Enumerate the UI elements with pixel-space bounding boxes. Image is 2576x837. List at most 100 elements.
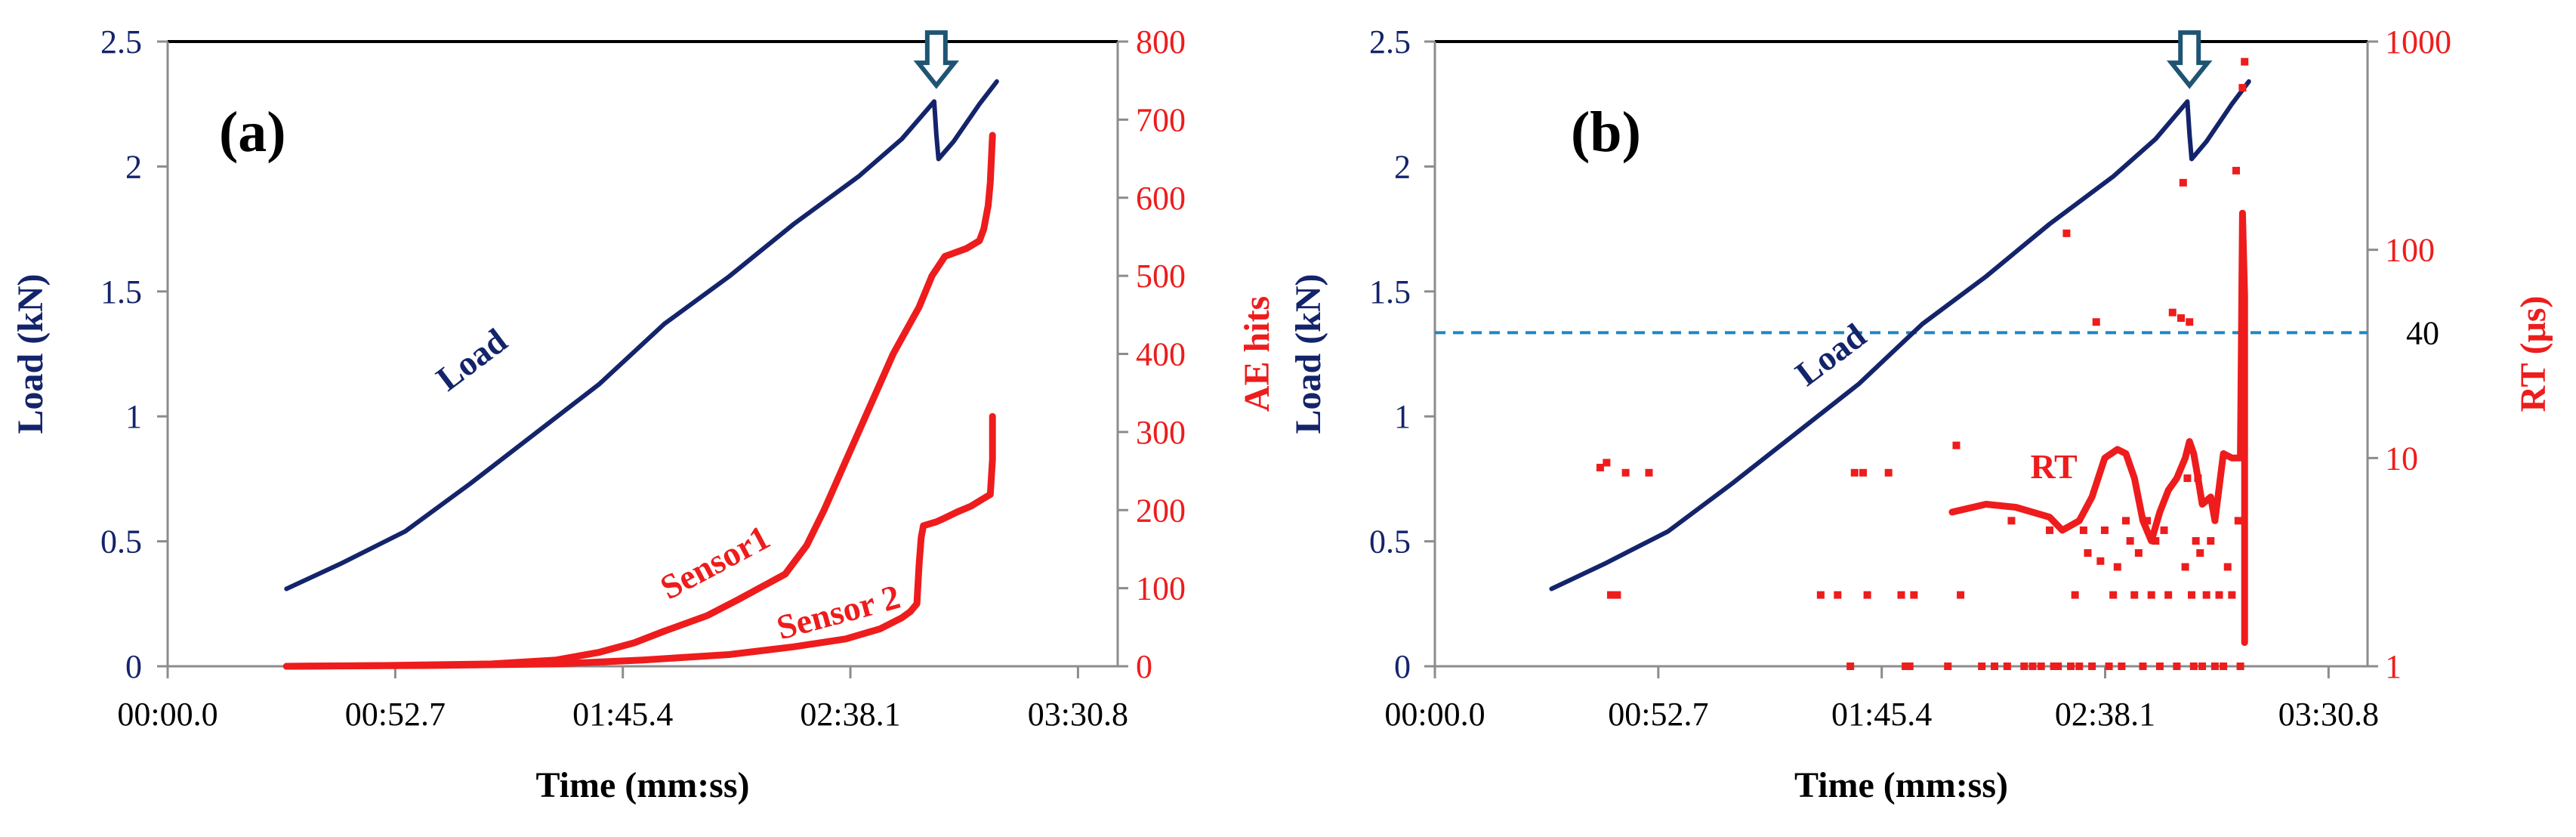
panel-b-series-rt-hits-point bbox=[1846, 662, 1855, 670]
panel-a-x-axis-title: Time (mm:ss) bbox=[535, 765, 749, 805]
panel-b-y-tick-label: 2 bbox=[1394, 148, 1411, 185]
panel-a-y2-tick-label: 200 bbox=[1136, 492, 1186, 529]
panel-b-x-tick-label: 00:00.0 bbox=[1384, 696, 1485, 733]
panel-b-series-rt-hits-point bbox=[2075, 662, 2084, 670]
panel-b-series-rt-hits-point bbox=[2196, 549, 2204, 557]
panel-b-series-rt-hits-point bbox=[2037, 662, 2045, 670]
panel-b-series-rt-hits-point bbox=[2241, 57, 2249, 66]
panel-b-series-load-line bbox=[1549, 79, 2251, 591]
panel-a-y-tick-label: 1 bbox=[125, 398, 142, 435]
panel-a-y2-tick-label: 100 bbox=[1136, 570, 1186, 607]
panel-b-y2-tick-label: 1000 bbox=[2385, 23, 2451, 60]
panel-b-series-rt-hits-point bbox=[2045, 526, 2053, 534]
panel-a-y-tick-label: 0.5 bbox=[100, 524, 142, 561]
panel-b-y-tick-label: 0 bbox=[1394, 648, 1411, 685]
panel-b-series-rt-hits-point bbox=[2189, 662, 2198, 670]
panel-b-series-rt-hits-point bbox=[2152, 537, 2160, 545]
panel-a-x-tick-label: 00:00.0 bbox=[117, 696, 217, 733]
panel-b-x-tick-label: 02:38.1 bbox=[2055, 696, 2155, 733]
panel-b-y2-tick-label: 40 bbox=[2406, 314, 2439, 351]
panel-b-y-tick-label: 1.5 bbox=[1369, 273, 1411, 310]
panel-b-series-rt-hits-point bbox=[2177, 314, 2185, 323]
panel-a-x-tick-label: 01:45.4 bbox=[572, 696, 673, 733]
panel-b-series-rt-hits-point bbox=[1645, 468, 1653, 477]
panel-b-series-rt-hits-point bbox=[1944, 662, 1952, 670]
panel-b-series-rt-label: RT bbox=[2030, 447, 2077, 486]
panel-b-series-rt-hits-point bbox=[2130, 591, 2139, 599]
panel-b-series-rt-hits-point bbox=[2181, 563, 2189, 571]
panel-b-series-rt-hits-point bbox=[2207, 537, 2215, 545]
panel-b-y-tick-label: 2.5 bbox=[1369, 23, 1411, 60]
panel-b-series-rt-hits-point bbox=[2067, 662, 2075, 670]
panel-b-series-rt-hits-point bbox=[2147, 591, 2155, 599]
panel-a-y2-tick-label: 300 bbox=[1136, 414, 1186, 451]
panel-b-series-rt-hits-point bbox=[1603, 459, 1611, 467]
panel-b-series-rt-hits-point bbox=[1613, 591, 1621, 599]
panel-b-series-rt-hits-point bbox=[2186, 318, 2194, 326]
panel-b-series-rt-hits-point bbox=[2071, 591, 2079, 599]
panel-a-chart: 00:00.0 00:52.7 01:45.4 02:38.1 03:30.800.51… bbox=[11, 23, 1277, 805]
panel-b-series-rt-hits-point bbox=[1957, 591, 1965, 599]
panel-a-y2-tick-label: 700 bbox=[1136, 101, 1186, 138]
panel-b-series-rt-hits-point bbox=[1850, 468, 1859, 477]
panel-b-series-rt-hits-point bbox=[2215, 591, 2223, 599]
panel-a-y-tick-label: 2 bbox=[125, 148, 142, 185]
panel-b-series-rt-hits-point bbox=[2122, 517, 2130, 525]
panel-b-series-rt-hits-point bbox=[2050, 662, 2058, 670]
panel-a-y2-tick-label: 400 bbox=[1136, 336, 1186, 373]
panel-b-series-rt-hits-point bbox=[2164, 591, 2173, 599]
panel-b-series-rt-hits-point bbox=[2105, 662, 2113, 670]
panel-b-y2-tick-label: 10 bbox=[2385, 440, 2418, 477]
panel-a-drop-arrow-icon bbox=[913, 30, 960, 89]
panel-b-series-rt-hits-point bbox=[2236, 662, 2244, 670]
panel-a-series-sensor1-line bbox=[282, 131, 996, 670]
panel-a-panel-label: (a) bbox=[219, 100, 286, 164]
panel-b-series-rt-hits-point bbox=[2183, 474, 2192, 483]
panel-b-series-rt-hits-point bbox=[2173, 662, 2181, 670]
panel-b-series-rt-hits-point bbox=[1952, 441, 1961, 449]
panel-a-y2-tick-label: 600 bbox=[1136, 180, 1186, 217]
panel-b-series-rt-hits-point bbox=[2179, 178, 2187, 187]
panel-a-y-tick-label: 2.5 bbox=[100, 23, 142, 60]
panel-b-series-rt-hits-point bbox=[2062, 229, 2071, 237]
panel-b-series-rt-hits-point bbox=[2118, 662, 2126, 670]
panel-b-y-axis-title: Load (kN) bbox=[1288, 273, 1328, 434]
panel-b-series-rt-hits-point bbox=[2223, 563, 2232, 571]
panel-b-series-rt-hits-point bbox=[2028, 662, 2037, 670]
panel-b-series-rt-hits-point bbox=[2228, 591, 2236, 599]
panel-b-y2-tick-label: 1 bbox=[2385, 648, 2402, 685]
panel-b-series-rt-hits-point bbox=[2143, 517, 2152, 525]
panel-b-chart: 00:00.0 00:52.7 01:45.4 02:38.1 03:30.8 0 0.5 1… bbox=[1288, 23, 2553, 805]
panel-b-series-rt-hits-point bbox=[2100, 526, 2109, 534]
panel-b-series-rt-hits-point bbox=[2139, 662, 2147, 670]
panel-b-y-tick-label: 0.5 bbox=[1369, 524, 1411, 561]
panel-b-series-rt-hits-point bbox=[1991, 662, 1998, 670]
panel-b-series-rt-hits-point bbox=[2188, 591, 2196, 599]
panel-b-series-rt-hits-point bbox=[2126, 537, 2134, 545]
panel-b-series-rt-hits-point bbox=[2194, 474, 2202, 483]
panel-a-x-tick-label: 02:38.1 bbox=[800, 696, 900, 733]
panel-a-y-tick-label: 1.5 bbox=[100, 273, 142, 310]
panel-b-y-tick-label: 1 bbox=[1394, 398, 1411, 435]
panel-b-series-rt-hits-point bbox=[1905, 662, 1914, 670]
panel-a-x-tick-label: 03:30.8 bbox=[1028, 696, 1128, 733]
panel-b-series-rt-hits-point bbox=[2202, 591, 2210, 599]
panel-b-series-rt-hits-point bbox=[1859, 468, 1867, 477]
panel-b-x-tick-label: 01:45.4 bbox=[1831, 696, 1932, 733]
panel-b-series-rt-hits-point bbox=[2168, 308, 2176, 317]
panel-b-y2-axis-title: RT (μs) bbox=[2513, 296, 2553, 412]
panel-b-x-axis-title: Time (mm:ss) bbox=[1794, 765, 2008, 805]
panel-b-series-rt-hits-point bbox=[2155, 662, 2164, 670]
panel-b-series-rt-hits-point bbox=[1897, 591, 1905, 599]
panel-b-series-rt-hits-point bbox=[1902, 662, 1910, 670]
panel-b-series-rt-hits-point bbox=[1978, 662, 1986, 670]
panel-b-y2-tick-label: 100 bbox=[2385, 232, 2435, 269]
panel-b-series-rt-hits-point bbox=[2160, 526, 2168, 534]
panel-a-y2-axis-title: AE hits bbox=[1237, 296, 1277, 412]
panel-b-series-rt-hits-point bbox=[2220, 662, 2228, 670]
panel-b-series-rt-hits-point bbox=[2020, 662, 2028, 670]
panel-b-series-rt-hits-point bbox=[1816, 591, 1825, 599]
panel-a-y-axis-title: Load (kN) bbox=[11, 273, 51, 434]
panel-b-series-rt-hits-point bbox=[1606, 591, 1615, 599]
